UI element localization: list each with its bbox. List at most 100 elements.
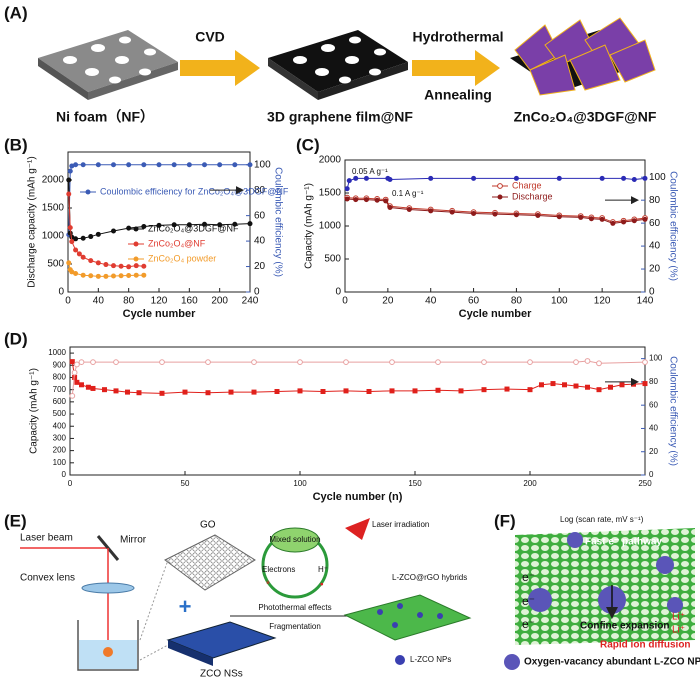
legend-marker (133, 241, 139, 247)
marker (550, 381, 556, 387)
marker (71, 369, 78, 376)
marker (481, 359, 487, 366)
marker (539, 382, 544, 388)
marker (631, 218, 637, 224)
y-tick-label: 0 (335, 287, 341, 298)
y-tick-label: 900 (53, 360, 67, 369)
x-tick-label: 80 (123, 296, 135, 307)
legend-np (504, 654, 520, 670)
panel-label: (F) (494, 511, 516, 530)
arrow-label: Annealing (424, 87, 492, 103)
y-tick-label: 700 (53, 385, 67, 394)
y-tick-label: 500 (53, 409, 67, 418)
beaker (77, 620, 139, 671)
label: Laser irradiation (372, 520, 429, 529)
label: e⁻ (522, 594, 535, 608)
x-tick-label: 60 (468, 296, 480, 307)
marker (599, 216, 605, 222)
marker (136, 390, 142, 396)
spot (103, 647, 113, 657)
marker (527, 359, 533, 366)
charts: (B)0 40 80 120 160 200 24005001000150020000204… (4, 135, 678, 502)
marker (90, 385, 96, 391)
x-axis-label: Cycle number (n) (313, 491, 403, 503)
step-label: 3D graphene film@NF (267, 109, 413, 125)
y-tick-label: 0 (58, 287, 64, 298)
marker (80, 235, 86, 241)
marker (67, 225, 73, 231)
marker (156, 162, 162, 168)
y-tick-label: 2000 (42, 175, 65, 186)
y-tick-label: 1500 (42, 203, 65, 214)
marker (642, 381, 648, 387)
marker (95, 162, 101, 168)
arrow-label: CVD (195, 29, 225, 45)
x-tick-label: 120 (151, 296, 168, 307)
marker (118, 263, 124, 269)
marker (202, 221, 207, 227)
marker (66, 191, 72, 197)
symbol: • (320, 580, 324, 591)
marker (274, 388, 280, 394)
marker (88, 234, 94, 240)
marker (141, 162, 147, 168)
marker (159, 359, 165, 366)
marker (406, 207, 412, 212)
label: Li⁺ (672, 625, 685, 636)
y2-tick-label: 20 (254, 261, 266, 272)
panel-a: (A) CVD Hydrothermal Annealing Ni foam（N… (4, 3, 657, 124)
arrow (412, 50, 500, 86)
y2-tick-label: 60 (649, 218, 661, 229)
marker (343, 359, 349, 366)
marker (343, 388, 349, 394)
lens (81, 582, 135, 594)
annotation: 0.1 A g⁻¹ (392, 189, 424, 198)
x-tick-label: 40 (93, 296, 105, 307)
marker (535, 212, 541, 218)
marker (346, 178, 352, 184)
marker (69, 392, 76, 399)
marker (171, 222, 177, 228)
annotation: 0.05 A g⁻¹ (352, 167, 388, 176)
marker (118, 273, 124, 279)
go-sheet (164, 534, 256, 591)
marker (513, 212, 519, 218)
series-line (71, 361, 646, 394)
plot-frame (67, 151, 251, 293)
step-label: ZnCo₂O₄@3DGF@NF (514, 109, 657, 125)
spheres (528, 532, 683, 614)
marker (80, 162, 86, 168)
marker (389, 388, 395, 394)
marker (458, 388, 464, 394)
marker (428, 175, 434, 181)
marker (642, 359, 648, 366)
graphene-side (268, 58, 318, 100)
marker (610, 220, 616, 226)
label: Laser beam (20, 533, 73, 544)
marker (492, 211, 498, 217)
marker (387, 177, 393, 183)
panel-label: (D) (4, 329, 28, 348)
label: Log (scan rate, mV s⁻¹) (560, 515, 644, 524)
x-tick-label: 200 (211, 296, 228, 307)
nps (377, 603, 443, 628)
marker (374, 197, 380, 203)
y-tick-label: 300 (53, 434, 67, 443)
marker (232, 162, 238, 168)
label: e⁻ (522, 617, 535, 631)
x-tick-label: 20 (382, 296, 394, 307)
marker (73, 247, 79, 253)
laser-icon (345, 518, 370, 540)
label: Rapid ion diffusion (600, 640, 691, 651)
marker (80, 272, 86, 278)
marker (471, 175, 477, 181)
marker (247, 162, 253, 168)
marker (95, 260, 101, 266)
legend-label: Coulombic efficiency for ZnCo₂O₄@3DGF@NF (100, 186, 289, 196)
zco-sheets (514, 17, 656, 96)
marker (251, 389, 257, 395)
label: Oxygen-vacancy abundant L-ZCO NPs (524, 657, 700, 668)
panel-e: (E) Laser beam Mirror Convex lens GO + Z… (4, 511, 472, 679)
marker (69, 239, 75, 245)
y2-tick-label: 80 (649, 377, 658, 386)
